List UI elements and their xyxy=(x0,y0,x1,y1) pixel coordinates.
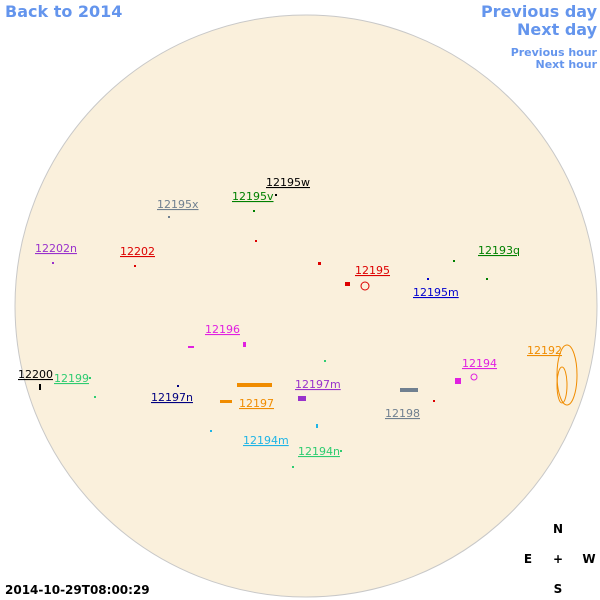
region-label[interactable]: 12198 xyxy=(385,407,420,420)
region-label[interactable]: 12200 xyxy=(18,368,53,381)
compass-north: N xyxy=(553,522,563,536)
compass-west: W xyxy=(582,552,595,566)
region-label[interactable]: 12195 xyxy=(355,264,390,277)
previous-day-link[interactable]: Previous day xyxy=(481,2,598,21)
region-label[interactable]: 12194 xyxy=(462,357,497,370)
region-label[interactable]: 12202n xyxy=(35,242,77,255)
solar-disk xyxy=(14,14,598,598)
region-labels: 12195w 12195v 12195x 12202n 12202 12195 … xyxy=(18,176,562,458)
compass-east: E xyxy=(524,552,532,566)
region-label[interactable]: 12192 xyxy=(527,344,562,357)
region-label[interactable]: 12202 xyxy=(120,245,155,258)
region-label[interactable]: 12197m xyxy=(295,378,341,391)
region-label[interactable]: 12199 xyxy=(54,372,89,385)
region-label[interactable]: 12195x xyxy=(157,198,199,211)
next-hour-link[interactable]: Next hour xyxy=(536,58,598,71)
compass-south: S xyxy=(554,582,563,596)
region-label[interactable]: 12195v xyxy=(232,190,274,203)
previous-hour-link[interactable]: Previous hour xyxy=(511,46,598,59)
timestamp: 2014-10-29T08:00:29 xyxy=(5,583,150,597)
region-label[interactable]: 12196 xyxy=(205,323,240,336)
region-label[interactable]: 12195m xyxy=(413,286,459,299)
region-label[interactable]: 12193q xyxy=(478,244,520,257)
back-link[interactable]: Back to 2014 xyxy=(5,2,122,21)
region-label[interactable]: 12197 xyxy=(239,397,274,410)
region-label[interactable]: 12195w xyxy=(266,176,310,189)
region-label[interactable]: 12194m xyxy=(243,434,289,447)
spots xyxy=(39,194,578,468)
region-label[interactable]: 12194n xyxy=(298,445,340,458)
region-label[interactable]: 12197n xyxy=(151,391,193,404)
next-day-link[interactable]: Next day xyxy=(517,20,598,39)
compass-center: + xyxy=(553,552,563,566)
